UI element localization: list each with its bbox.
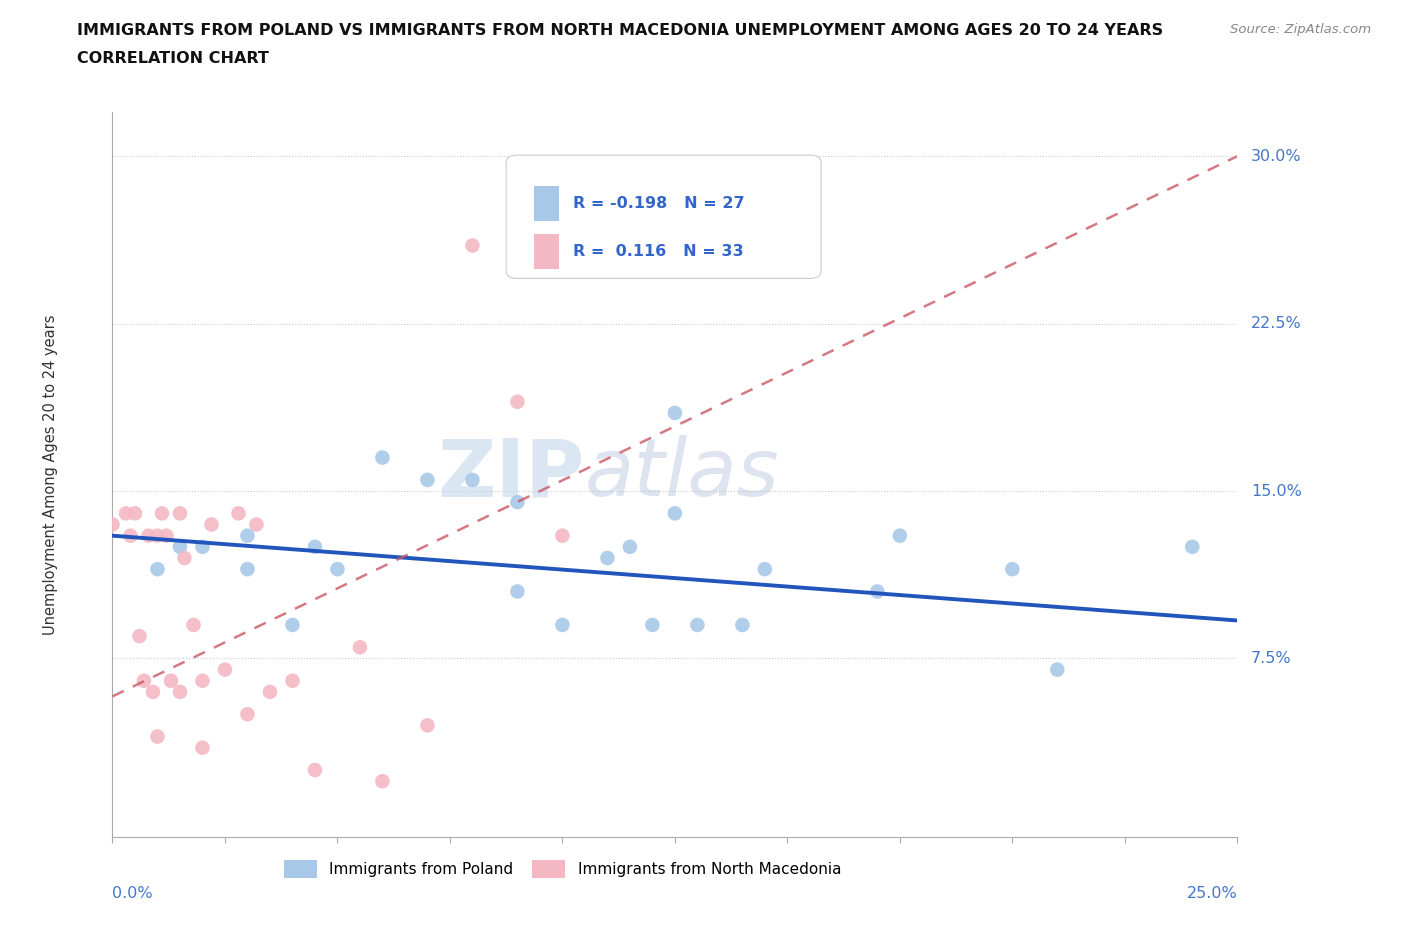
Text: Source: ZipAtlas.com: Source: ZipAtlas.com <box>1230 23 1371 36</box>
Point <box>169 539 191 554</box>
Legend: Immigrants from Poland, Immigrants from North Macedonia: Immigrants from Poland, Immigrants from … <box>277 854 848 883</box>
Text: IMMIGRANTS FROM POLAND VS IMMIGRANTS FROM NORTH MACEDONIA UNEMPLOYMENT AMONG AGE: IMMIGRANTS FROM POLAND VS IMMIGRANTS FRO… <box>77 23 1163 38</box>
Point <box>1181 539 1204 554</box>
Point <box>132 673 155 688</box>
Point <box>236 707 259 722</box>
Text: R = -0.198   N = 27: R = -0.198 N = 27 <box>572 196 744 211</box>
Point <box>619 539 641 554</box>
Point <box>101 517 124 532</box>
Point <box>259 684 281 699</box>
Point <box>416 472 439 487</box>
Point <box>146 562 169 577</box>
Point <box>596 551 619 565</box>
Point <box>169 684 191 699</box>
Point <box>214 662 236 677</box>
Text: 25.0%: 25.0% <box>1187 886 1237 901</box>
Point <box>889 528 911 543</box>
Point <box>138 528 160 543</box>
Point <box>155 528 177 543</box>
Point <box>371 450 394 465</box>
Point <box>304 539 326 554</box>
Point <box>150 506 173 521</box>
Text: atlas: atlas <box>585 435 780 513</box>
Point <box>551 528 574 543</box>
Point <box>236 528 259 543</box>
Point <box>551 618 574 632</box>
Point <box>686 618 709 632</box>
Point <box>371 774 394 789</box>
Text: 22.5%: 22.5% <box>1251 316 1302 331</box>
FancyBboxPatch shape <box>534 186 560 221</box>
Point <box>304 763 326 777</box>
Text: Unemployment Among Ages 20 to 24 years: Unemployment Among Ages 20 to 24 years <box>44 314 58 634</box>
Point <box>228 506 250 521</box>
Text: CORRELATION CHART: CORRELATION CHART <box>77 51 269 66</box>
Point <box>461 238 484 253</box>
Point <box>461 472 484 487</box>
Text: 0.0%: 0.0% <box>112 886 153 901</box>
Point <box>160 673 183 688</box>
Point <box>245 517 267 532</box>
Point <box>173 551 195 565</box>
Point <box>120 528 142 543</box>
FancyBboxPatch shape <box>534 234 560 269</box>
Point <box>236 562 259 577</box>
Text: R =  0.116   N = 33: R = 0.116 N = 33 <box>572 244 744 259</box>
Point <box>416 718 439 733</box>
Point <box>664 506 686 521</box>
Point <box>1046 662 1069 677</box>
Point <box>349 640 371 655</box>
Point <box>506 495 529 510</box>
Point <box>506 584 529 599</box>
Point <box>281 673 304 688</box>
Point <box>281 618 304 632</box>
Point <box>664 405 686 420</box>
Point <box>506 394 529 409</box>
Text: 7.5%: 7.5% <box>1251 651 1291 666</box>
Point <box>146 528 169 543</box>
Point <box>191 539 214 554</box>
Text: 30.0%: 30.0% <box>1251 149 1302 164</box>
Point <box>754 562 776 577</box>
Point <box>731 618 754 632</box>
Point <box>866 584 889 599</box>
Text: ZIP: ZIP <box>437 435 585 513</box>
Point <box>200 517 222 532</box>
Point <box>183 618 205 632</box>
Point <box>641 618 664 632</box>
FancyBboxPatch shape <box>506 155 821 278</box>
Point <box>1001 562 1024 577</box>
Point <box>115 506 138 521</box>
Point <box>326 562 349 577</box>
Point <box>124 506 146 521</box>
Point <box>142 684 165 699</box>
Point <box>169 506 191 521</box>
Point <box>128 629 150 644</box>
Point <box>191 740 214 755</box>
Point <box>191 673 214 688</box>
Text: 15.0%: 15.0% <box>1251 484 1302 498</box>
Point <box>146 729 169 744</box>
